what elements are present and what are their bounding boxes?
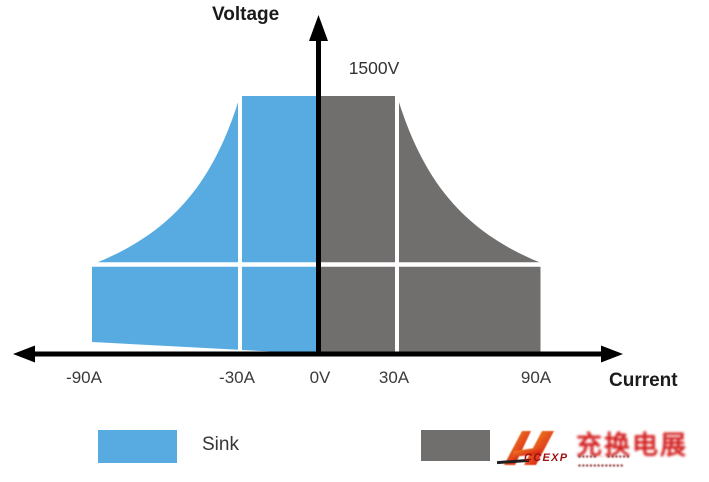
tick-label-90a: 90A <box>520 368 552 387</box>
legend-sink-swatch <box>98 430 177 463</box>
x-axis-left-arrow-icon <box>13 345 35 363</box>
watermark-logo-brand-text: CCEXP <box>524 452 569 464</box>
watermark-logo-small-text-1: ▪▪▪▪▪ · ▪▪▪▪▪▪ <box>578 452 631 461</box>
y-axis-title: Voltage <box>212 4 280 25</box>
sink-region <box>92 96 319 354</box>
tick-label-0v: 0V <box>309 368 331 387</box>
legend-sink-label: Sink <box>202 434 239 455</box>
tick-label-minus-90a: -90A <box>66 368 102 387</box>
source-region <box>318 96 541 354</box>
legend-source-swatch <box>421 430 490 461</box>
watermark-logo-small-text-2: ▪▪▪▪▪▪▪▪▪▪▪▪ <box>578 461 625 470</box>
chart-canvas <box>13 15 623 363</box>
y-axis-up-arrow-icon <box>309 15 328 41</box>
watermark-logo-emblem-icon <box>504 431 554 465</box>
x-axis-right-arrow-icon <box>601 345 623 363</box>
watermark-logo: CCEXP 充换电展 ▪▪▪▪▪ · ▪▪▪▪▪▪ ▪▪▪▪▪▪▪▪▪▪▪▪ <box>494 419 707 477</box>
peak-voltage-annotation: 1500V <box>348 58 400 78</box>
x-axis-title: Current <box>609 370 678 391</box>
tick-label-30a: 30A <box>378 368 410 387</box>
watermark-logo-large-text: 充换电展 <box>576 430 689 460</box>
tick-label-minus-30a: -30A <box>219 368 255 387</box>
